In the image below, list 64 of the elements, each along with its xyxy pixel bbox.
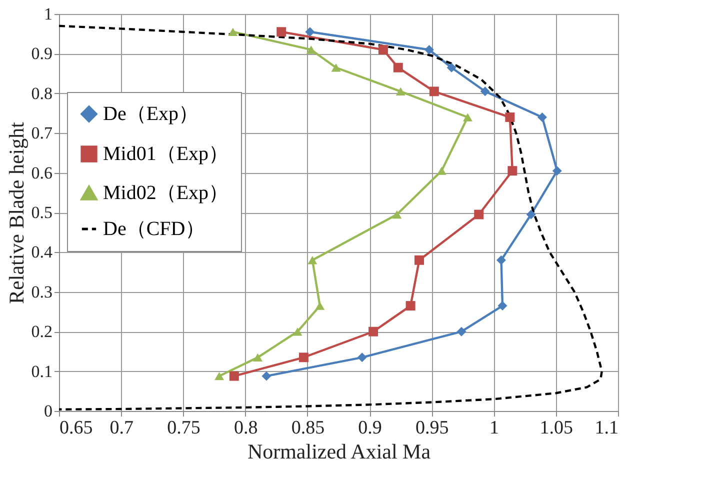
point bbox=[214, 372, 224, 380]
y-tick-label: 0.9 bbox=[31, 44, 52, 64]
point bbox=[462, 113, 472, 122]
point bbox=[298, 352, 308, 362]
point bbox=[406, 301, 416, 311]
y-tick-label: 0.6 bbox=[31, 163, 52, 182]
y-tick-label: 0.4 bbox=[31, 242, 53, 262]
point bbox=[537, 112, 547, 122]
point bbox=[393, 62, 403, 72]
x-axis-title: Normalized Axial Ma bbox=[247, 440, 432, 464]
x-tick-label: 0.75 bbox=[167, 418, 200, 438]
x-tick-label: 1 bbox=[490, 418, 500, 438]
point bbox=[276, 27, 286, 37]
point bbox=[429, 86, 439, 96]
point bbox=[253, 353, 262, 362]
point bbox=[474, 210, 484, 220]
y-tick-label: 0.8 bbox=[31, 84, 52, 103]
x-tick-label: 0.8 bbox=[234, 418, 258, 438]
y-tick-label: 0.3 bbox=[31, 282, 52, 302]
point bbox=[498, 301, 508, 311]
x-tick-label: 1.1 bbox=[594, 418, 618, 438]
point bbox=[306, 46, 316, 54]
point bbox=[331, 63, 341, 72]
y-tick-label: 0.7 bbox=[31, 124, 53, 143]
y-tick-label: 0.5 bbox=[31, 203, 52, 222]
point bbox=[424, 44, 434, 54]
point bbox=[305, 27, 315, 37]
x-tick-label: 0.95 bbox=[416, 418, 449, 438]
point bbox=[508, 166, 518, 176]
point bbox=[308, 256, 318, 264]
y-tick-label: 0.2 bbox=[31, 322, 52, 342]
point bbox=[436, 166, 446, 175]
x-tick-label: 0.85 bbox=[291, 418, 325, 438]
point bbox=[456, 326, 466, 336]
point bbox=[552, 166, 562, 176]
point bbox=[378, 44, 388, 54]
point bbox=[292, 327, 302, 336]
y-tick-label: 0 bbox=[44, 402, 52, 420]
point bbox=[496, 255, 506, 265]
y-tick-label: 1 bbox=[44, 4, 52, 24]
point bbox=[315, 302, 325, 310]
legend-label: De（Exp） bbox=[103, 103, 199, 125]
point bbox=[526, 210, 536, 220]
x-tick-label: 0.9 bbox=[358, 418, 382, 438]
point bbox=[368, 326, 378, 336]
point bbox=[505, 112, 515, 122]
line-series bbox=[59, 24, 603, 411]
legend-label: Mid02（Exp） bbox=[103, 182, 229, 204]
y-tick-label: 0.1 bbox=[31, 362, 52, 381]
legend-label: De（CFD） bbox=[103, 218, 206, 240]
legend-label: Mid01（Exp） bbox=[103, 143, 229, 165]
point bbox=[396, 87, 406, 96]
point bbox=[480, 86, 490, 96]
point bbox=[228, 28, 238, 36]
x-tick-label: 0.7 bbox=[110, 418, 134, 438]
point bbox=[262, 371, 272, 381]
y-axis-title: Relative Blade height bbox=[4, 122, 28, 304]
point bbox=[229, 371, 239, 381]
point bbox=[392, 210, 402, 219]
x-tick-label: 0.65 bbox=[60, 418, 93, 438]
point bbox=[357, 352, 367, 362]
point bbox=[414, 255, 424, 265]
point bbox=[446, 62, 456, 72]
x-tick-label: 1.05 bbox=[540, 418, 574, 438]
